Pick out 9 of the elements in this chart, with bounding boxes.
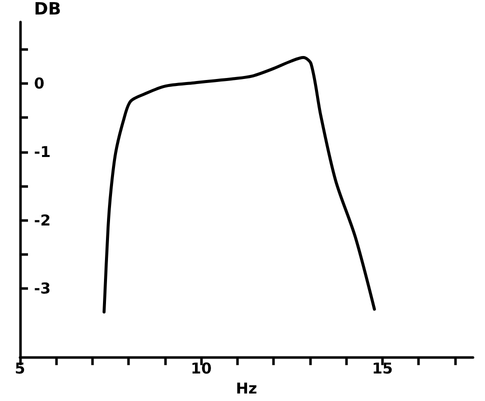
y-tick-label: 0: [34, 74, 44, 93]
y-tick-label: -3: [34, 280, 51, 298]
y-tick-label: -1: [34, 142, 51, 161]
y-tick-label: -2: [34, 211, 51, 230]
x-tick-label: 15: [372, 360, 393, 378]
y-axis-title: DB: [34, 0, 62, 20]
x-tick-label: 10: [190, 360, 212, 378]
line-series: [102, 56, 376, 314]
x-axis-title: Hz: [236, 380, 258, 398]
